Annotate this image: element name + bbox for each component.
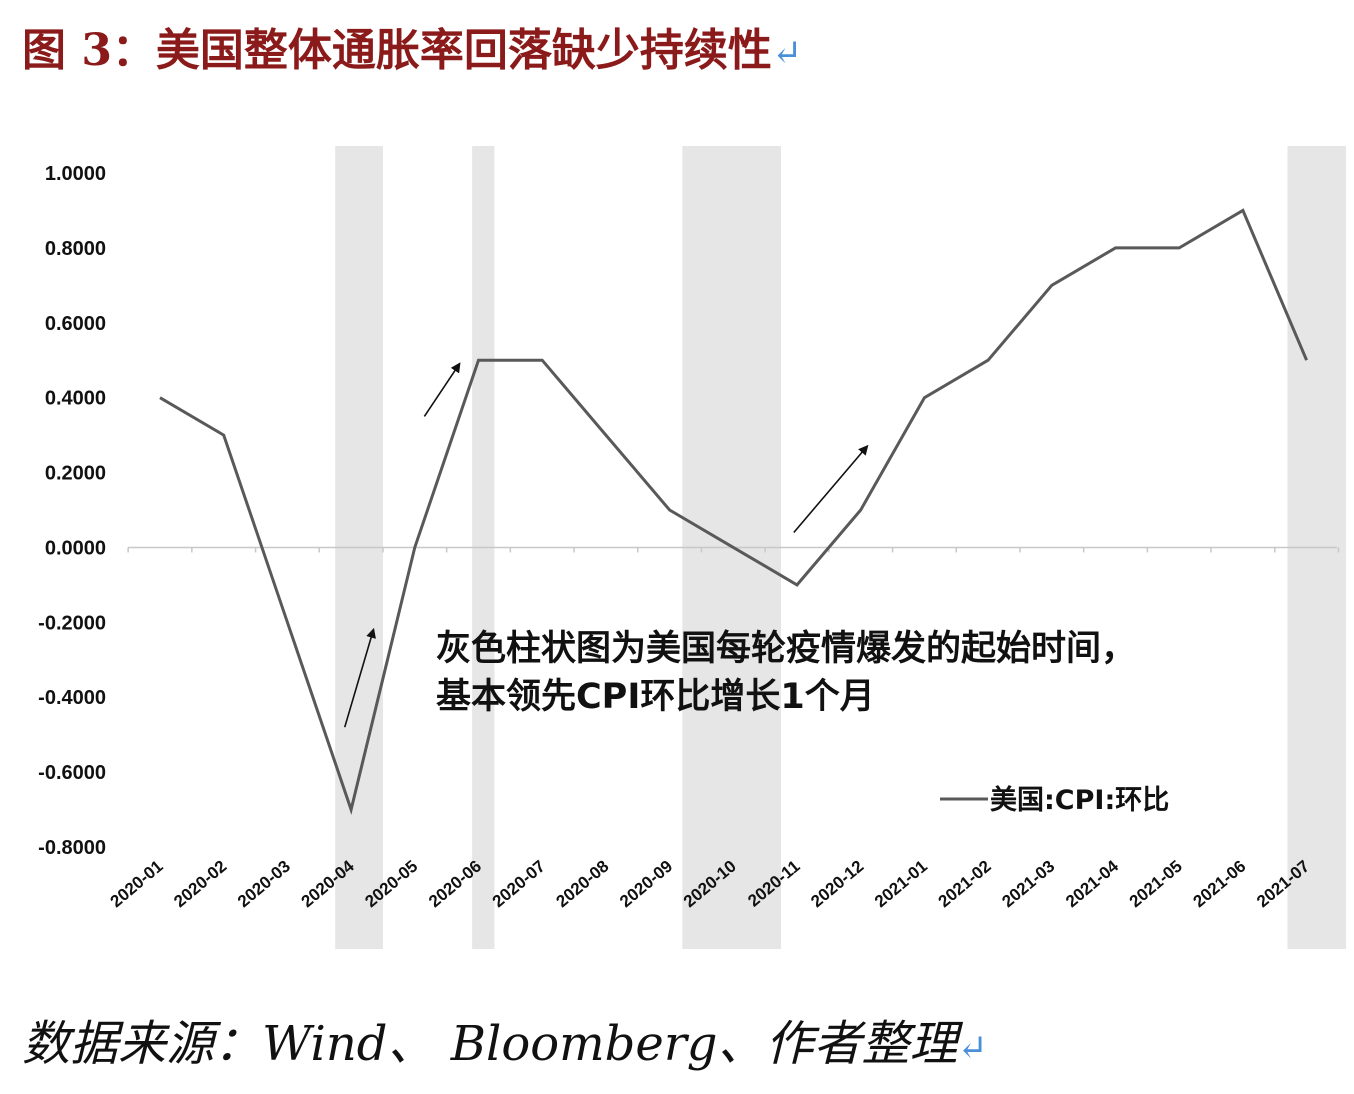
figure-title: 图 3：美国整体通胀率回落缺少持续性↵ [22,25,803,76]
x-tick-label: 2020-01 [107,857,167,912]
y-tick-label: -0.6000 [38,762,106,784]
x-tick-label: 2020-03 [234,857,294,912]
y-tick-label: 0.0000 [45,537,106,559]
y-tick-label: 0.8000 [45,238,106,260]
x-tick-label: 2020-07 [489,857,549,912]
annotation-arrow-1 [343,627,376,728]
y-tick-label: -0.4000 [38,687,106,709]
x-tick-label: 2020-02 [170,857,230,912]
annotation-line-2: 基本领先CPI环比增长1个月 [436,677,875,717]
y-tick-label: 0.2000 [45,463,106,485]
return-mark-icon: ↵ [957,1028,988,1069]
x-tick-label: 2020-08 [552,857,612,912]
x-tick-label: 2020-12 [807,857,867,912]
x-tick-label: 2021-03 [998,857,1058,912]
x-tick-label: 2021-05 [1126,857,1186,912]
y-tick-label: 1.0000 [45,163,106,185]
x-tick-label: 2020-09 [616,857,676,912]
x-tick-label: 2021-04 [1062,856,1122,911]
y-tick-label: -0.8000 [38,837,106,859]
y-tick-label: -0.2000 [38,612,106,634]
return-mark-icon: ↵ [771,33,803,74]
y-tick-label: 0.6000 [45,313,106,335]
annotation-arrow-2 [423,362,461,417]
x-tick-label: 2021-02 [935,857,995,912]
data-source: 数据来源：Wind、 Bloomberg、作者整理↵ [22,1016,988,1072]
annotation-line-1: 灰色柱状图为美国每轮疫情爆发的起始时间， [436,629,1136,669]
y-tick-label: 0.4000 [45,388,106,410]
x-tick-label: 2021-06 [1189,857,1249,912]
annotation-arrow-3 [793,444,869,533]
series-line-1 [159,208,1308,815]
x-tick-label: 2021-01 [871,857,931,912]
cpi-line-chart: 1.0000 0.8000 0.6000 0.4000 0.2000 0.0000 -0.2… [38,146,1347,949]
legend-label: 美国:CPI:环比 [990,784,1169,816]
legend: 美国:CPI:环比 [940,784,1169,816]
